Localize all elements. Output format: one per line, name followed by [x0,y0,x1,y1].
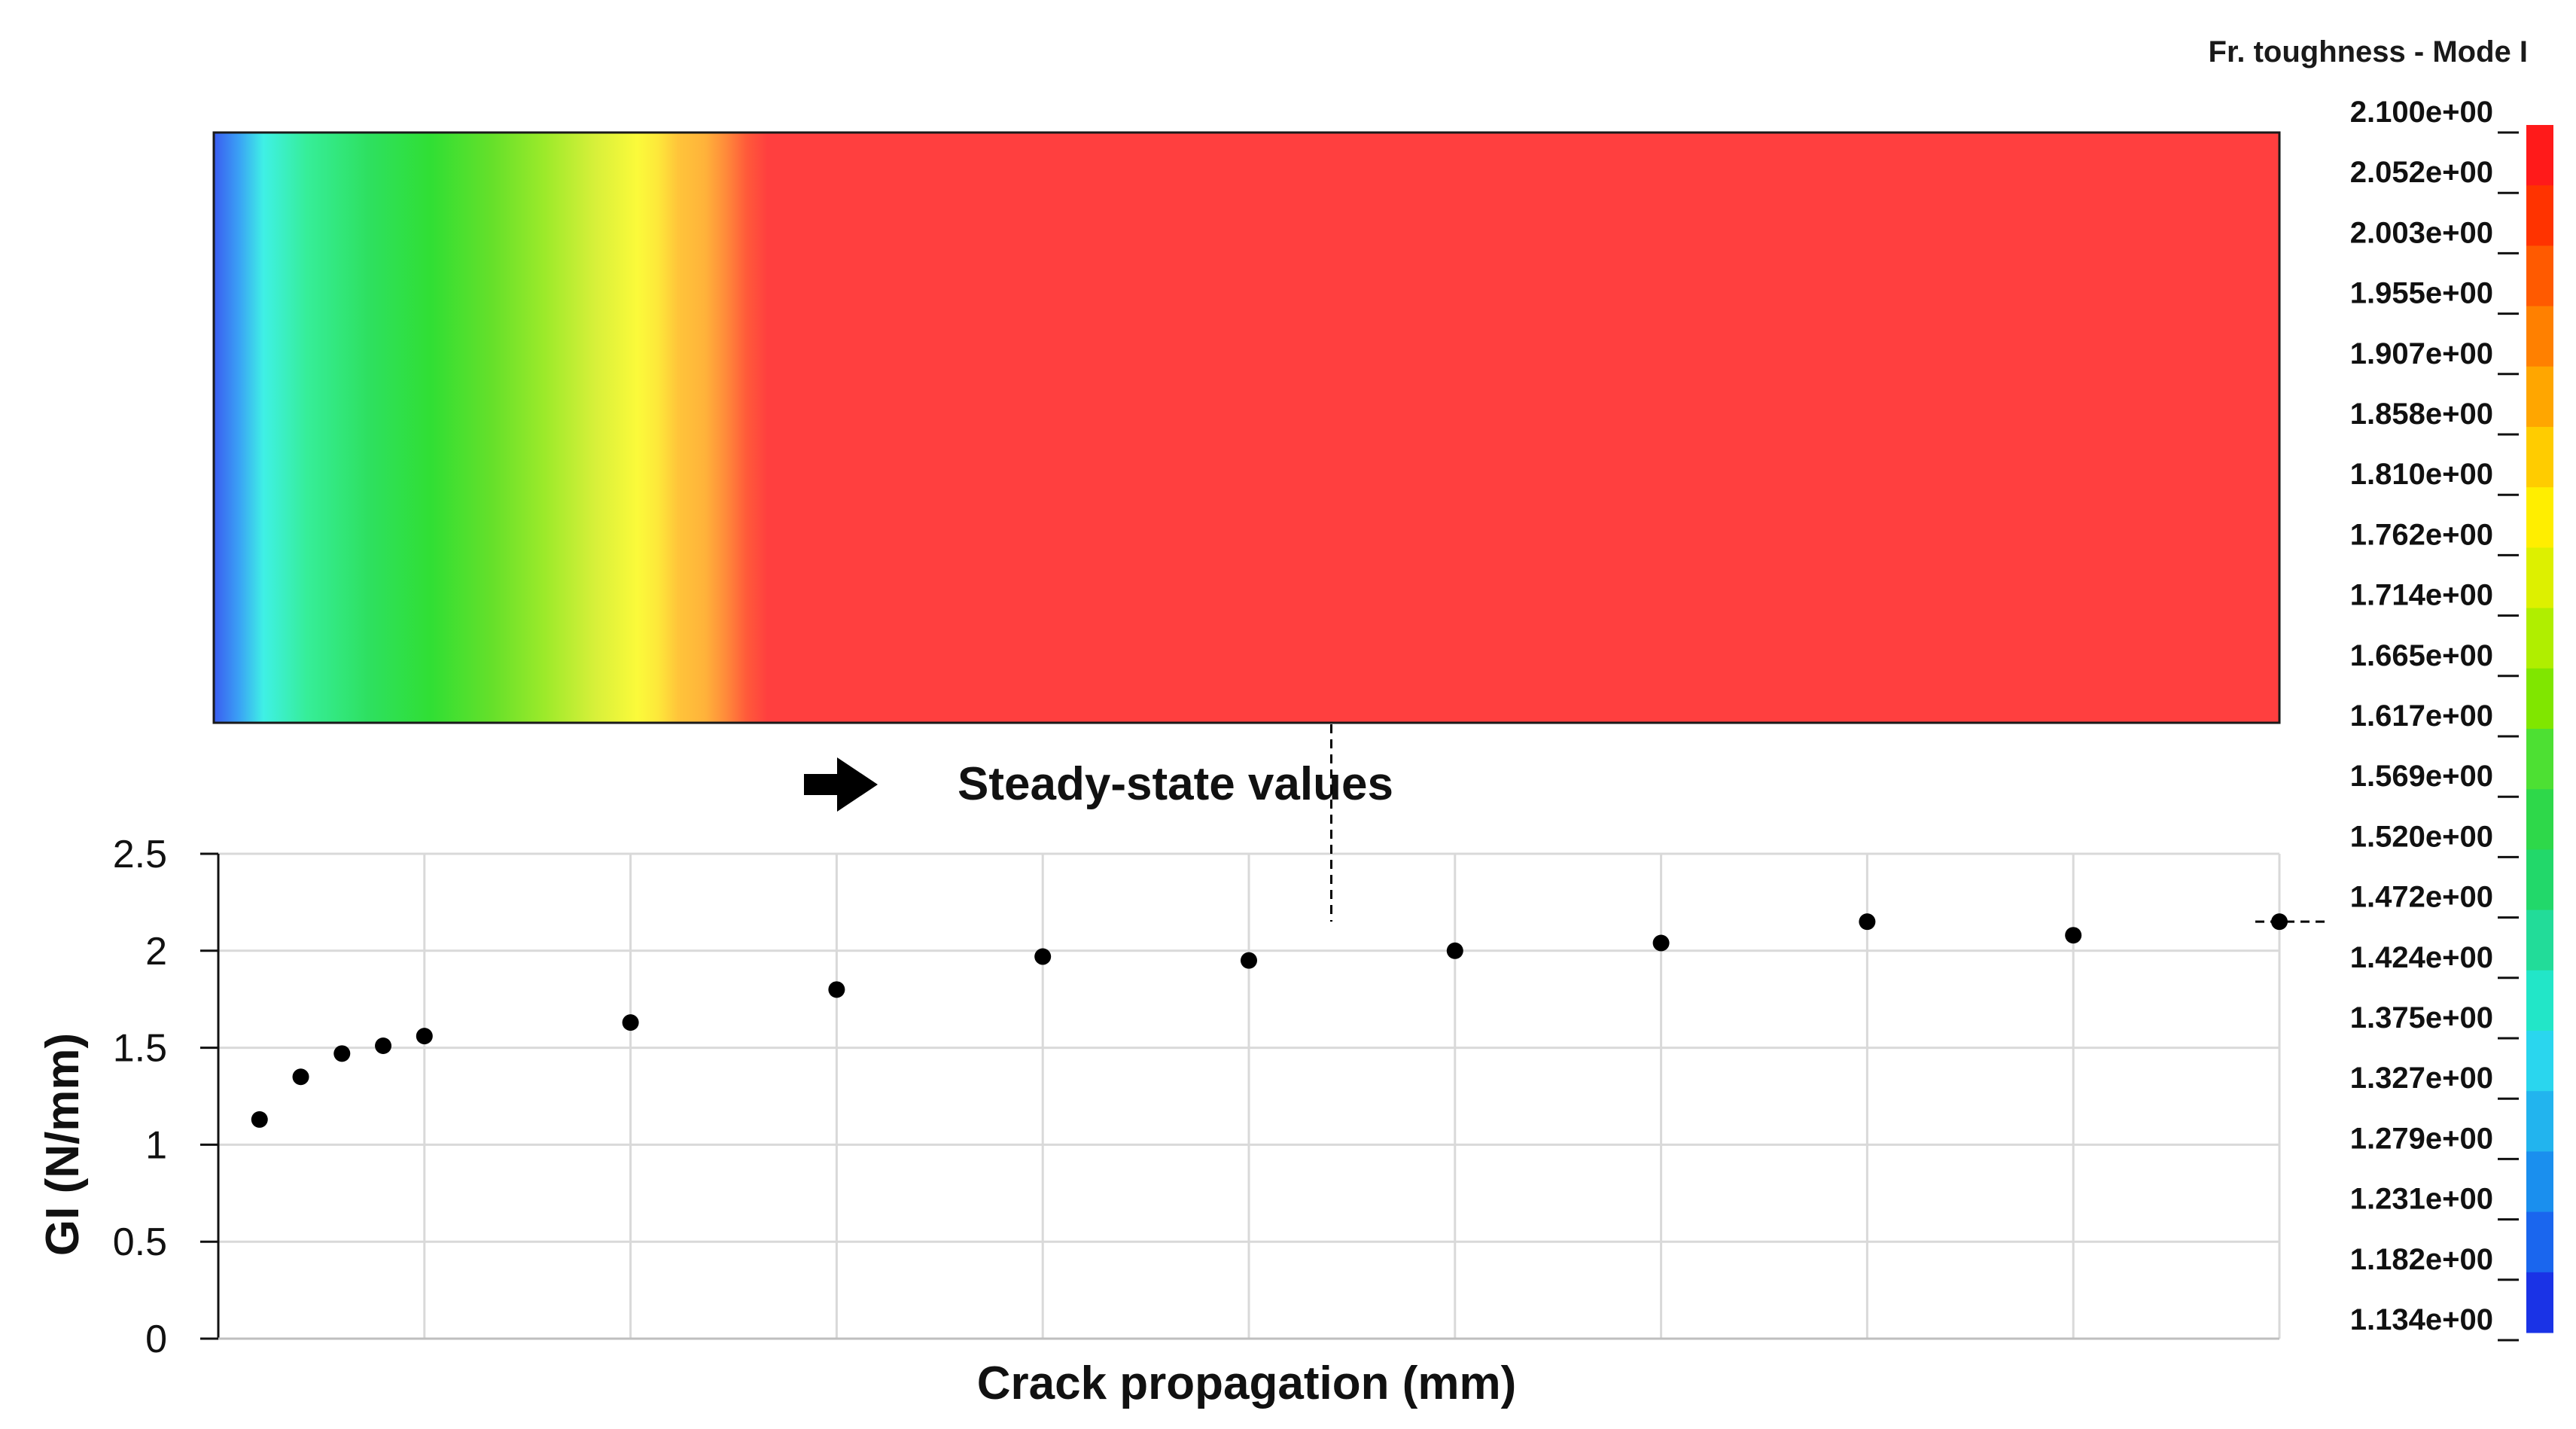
data-point [2271,913,2288,931]
colorbar-label: 1.424e+00 [2350,941,2493,974]
y-axis-title: GI (N/mm) [37,1033,89,1256]
data-point [416,1028,433,1045]
colorbar-swatch [2526,1151,2553,1213]
gi-chart: 0 0.5 1 1.5 2 2.5 Crack propagation (mm) GI (… [37,724,2325,1409]
colorbar-swatch [2526,1211,2553,1273]
right-arrow-icon [804,757,878,812]
data-point [1859,913,1876,931]
colorbar-label: 1.520e+00 [2350,820,2493,853]
colorbar-swatch [2526,729,2553,790]
contour-field [212,131,2281,724]
colorbar-label: 1.955e+00 [2350,277,2493,310]
data-point [622,1014,639,1031]
data-point [828,981,845,998]
steady-state-label: Steady-state values [958,758,1393,810]
y-tick-label: 1.5 [113,1027,167,1071]
colorbar-label: 1.375e+00 [2350,1001,2493,1034]
colorbar-label: 1.231e+00 [2350,1183,2493,1216]
data-points [251,913,2288,1128]
colorbar-label: 2.052e+00 [2350,156,2493,189]
colorbar-label: 2.003e+00 [2350,216,2493,249]
steady-state-annotation: Steady-state values [804,757,1393,812]
colorbar-label: 1.472e+00 [2350,881,2493,914]
colorbar-label: 2.100e+00 [2350,96,2493,129]
colorbar-swatch [2526,366,2553,428]
y-tick-label: 0 [145,1318,167,1361]
colorbar-swatch [2526,185,2553,246]
colorbar-swatch [2526,1272,2553,1333]
colorbar-swatch [2526,789,2553,850]
data-point [251,1111,268,1128]
colorbar-swatch [2526,1091,2553,1152]
colorbar-label: 1.134e+00 [2350,1303,2493,1336]
contour-plot [212,131,2281,724]
colorbar-label: 1.617e+00 [2350,699,2493,733]
colorbar-swatch [2526,608,2553,669]
colorbar-swatch [2526,970,2553,1031]
colorbar-swatch [2526,125,2553,186]
colorbar-swatch [2526,427,2553,488]
colorbar-label: 1.569e+00 [2350,760,2493,793]
colorbar-swatch [2526,547,2553,609]
colorbar-swatch [2526,1031,2553,1092]
colorbar-labels: 2.100e+00 2.052e+00 2.003e+00 1.955e+00 1.90… [2350,96,2519,1342]
y-tick-label: 1 [145,1123,167,1167]
data-point [1241,952,1257,969]
colorbar-label: 1.714e+00 [2350,579,2493,612]
y-tick-label: 2 [145,930,167,973]
colorbar-label: 1.810e+00 [2350,458,2493,491]
colorbar-swatches [2526,125,2553,1333]
colorbar-swatch [2526,668,2553,730]
colorbar-swatch [2526,849,2553,911]
colorbar: Fr. toughness - Mode I 2.100e+00 2.052e+0… [2209,35,2553,1342]
y-tick-label: 2.5 [113,833,167,876]
data-point [2065,927,2082,944]
data-point [375,1037,392,1055]
chart-axes [217,854,2279,1340]
colorbar-label: 1.907e+00 [2350,337,2493,370]
x-axis-title: Crack propagation (mm) [977,1357,1517,1409]
colorbar-title: Fr. toughness - Mode I [2209,35,2528,69]
data-point [333,1045,351,1062]
data-point [1034,948,1052,965]
colorbar-swatch [2526,306,2553,367]
colorbar-swatch [2526,910,2553,971]
colorbar-label: 1.762e+00 [2350,518,2493,551]
colorbar-swatch [2526,245,2553,307]
data-point [1652,934,1670,952]
colorbar-label: 1.279e+00 [2350,1122,2493,1155]
colorbar-label: 1.182e+00 [2350,1243,2493,1276]
colorbar-label: 1.858e+00 [2350,398,2493,431]
data-point [292,1068,309,1086]
y-tick-labels: 0 0.5 1 1.5 2 2.5 [113,833,218,1361]
data-point [1446,942,1463,959]
steady-state-guides [1330,724,2325,923]
colorbar-label: 1.665e+00 [2350,639,2493,672]
y-tick-label: 0.5 [113,1220,167,1264]
colorbar-swatch [2526,487,2553,548]
chart-grid [218,852,2281,1339]
colorbar-label: 1.327e+00 [2350,1062,2493,1095]
